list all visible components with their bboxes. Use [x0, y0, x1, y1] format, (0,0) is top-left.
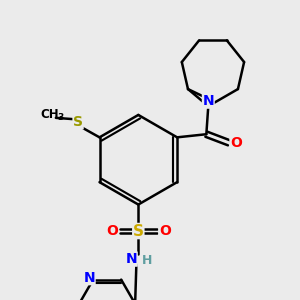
Text: N: N	[83, 271, 95, 285]
Text: S: S	[133, 224, 144, 238]
Text: N: N	[202, 94, 214, 108]
Text: 3: 3	[58, 113, 64, 122]
Text: O: O	[230, 136, 242, 150]
Text: S: S	[73, 115, 83, 129]
Text: O: O	[106, 224, 118, 238]
Text: O: O	[159, 224, 171, 238]
Text: N: N	[125, 252, 137, 266]
Text: H: H	[142, 254, 152, 267]
Text: CH: CH	[41, 108, 59, 121]
